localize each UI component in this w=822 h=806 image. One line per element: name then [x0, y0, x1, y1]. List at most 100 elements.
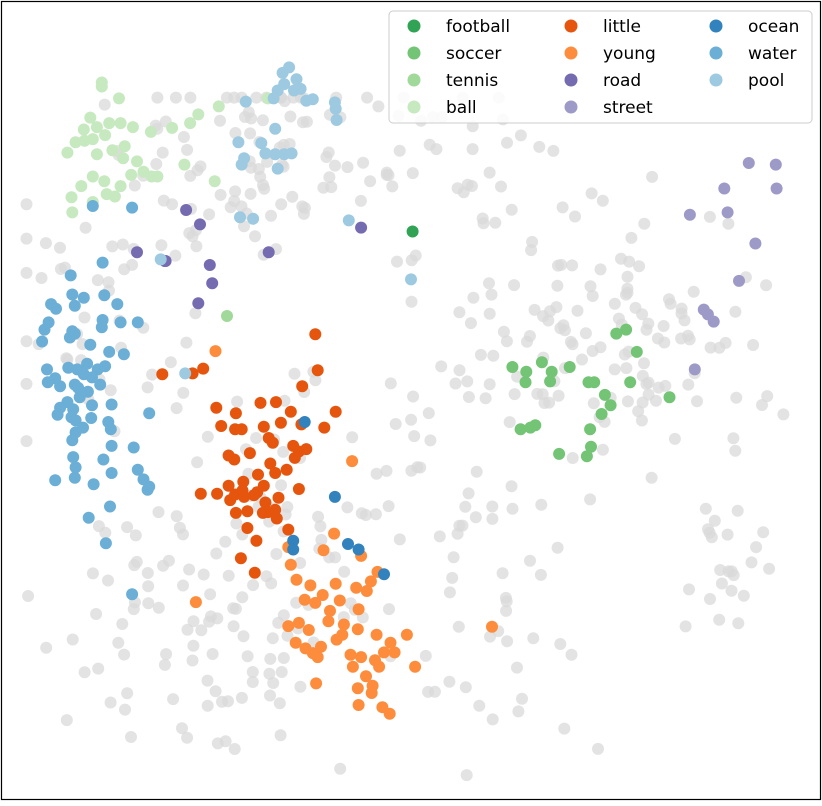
water-point: [111, 298, 124, 311]
background-point: [679, 620, 692, 633]
background-point: [265, 209, 277, 222]
background-point: [584, 280, 597, 293]
soccer-point: [553, 447, 566, 460]
little-point: [280, 463, 293, 476]
water-point: [54, 380, 67, 393]
little-point: [259, 496, 272, 509]
soccer-point: [584, 423, 597, 436]
background-point: [128, 179, 141, 192]
background-point: [544, 305, 556, 318]
background-point: [242, 106, 255, 119]
background-point: [118, 263, 131, 276]
background-point: [756, 399, 768, 411]
background-point: [236, 591, 249, 604]
soccer-point: [598, 388, 611, 401]
background-point: [461, 375, 474, 388]
background-point: [737, 589, 750, 602]
pool-point: [247, 212, 260, 225]
water-point: [104, 423, 117, 436]
young-point: [189, 596, 202, 609]
background-point: [456, 519, 469, 532]
water-point: [77, 291, 90, 304]
background-point: [250, 91, 263, 104]
ball-point: [86, 170, 99, 183]
legend-label-little: little: [603, 17, 641, 37]
background-point: [209, 685, 222, 698]
background-point: [547, 144, 560, 157]
background-point: [372, 100, 385, 113]
background-point: [219, 535, 232, 548]
legend-marker-soccer: [407, 46, 421, 60]
little-point: [194, 487, 207, 500]
background-point: [386, 180, 399, 193]
series-football: [406, 225, 419, 238]
background-point: [91, 274, 104, 287]
little-point: [210, 401, 223, 414]
background-point: [523, 330, 536, 342]
series-points: [36, 61, 783, 720]
soccer-point: [604, 399, 617, 412]
background-point: [156, 146, 169, 159]
street-point: [718, 182, 731, 195]
background-point: [151, 91, 164, 104]
pool-point: [269, 148, 282, 161]
water-point: [96, 256, 109, 269]
soccer-point: [545, 365, 558, 378]
background-point: [286, 190, 299, 203]
young-point: [336, 628, 349, 641]
background-point: [309, 374, 322, 387]
ball-point: [212, 100, 225, 113]
little-point: [329, 405, 342, 418]
background-point: [501, 136, 513, 149]
pool-point: [259, 147, 272, 160]
water-point: [117, 348, 130, 361]
background-point: [640, 323, 653, 336]
legend-marker-young: [564, 46, 578, 60]
background-point: [479, 392, 492, 405]
series-soccer: [506, 323, 676, 463]
background-point: [116, 618, 129, 630]
water-point: [98, 289, 111, 302]
background-point: [500, 335, 513, 348]
background-point: [757, 526, 770, 539]
background-point: [405, 295, 418, 308]
background-point: [297, 207, 310, 220]
street-point: [749, 237, 762, 250]
little-point: [296, 380, 309, 393]
background-point: [408, 430, 421, 443]
background-point: [338, 565, 351, 578]
background-point: [263, 667, 276, 680]
pool-point: [235, 158, 248, 171]
young-point: [322, 615, 335, 628]
background-point: [152, 506, 165, 519]
background-point: [731, 504, 744, 517]
young-point: [370, 628, 383, 641]
background-point: [389, 418, 402, 430]
background-point: [121, 521, 134, 534]
little-point: [229, 506, 242, 519]
background-point: [725, 584, 738, 597]
background-point: [325, 181, 338, 194]
background-point: [78, 311, 91, 324]
little-point: [300, 443, 313, 456]
pool-point: [330, 114, 343, 126]
background-point: [449, 377, 462, 390]
little-point: [241, 505, 254, 518]
background-point: [484, 630, 496, 643]
background-point: [256, 114, 269, 127]
background-point: [419, 649, 432, 662]
soccer-point: [535, 356, 548, 369]
ball-point: [117, 152, 130, 165]
background-point: [257, 179, 269, 191]
background-point: [393, 144, 406, 157]
background-point: [181, 143, 194, 156]
water-point: [67, 451, 80, 464]
background-point: [116, 238, 129, 251]
legend-label-football: football: [446, 17, 510, 37]
soccer-point: [563, 361, 576, 373]
background-point: [228, 195, 241, 207]
background-point: [277, 652, 290, 664]
little-point: [228, 453, 241, 466]
series-water: [36, 200, 156, 601]
